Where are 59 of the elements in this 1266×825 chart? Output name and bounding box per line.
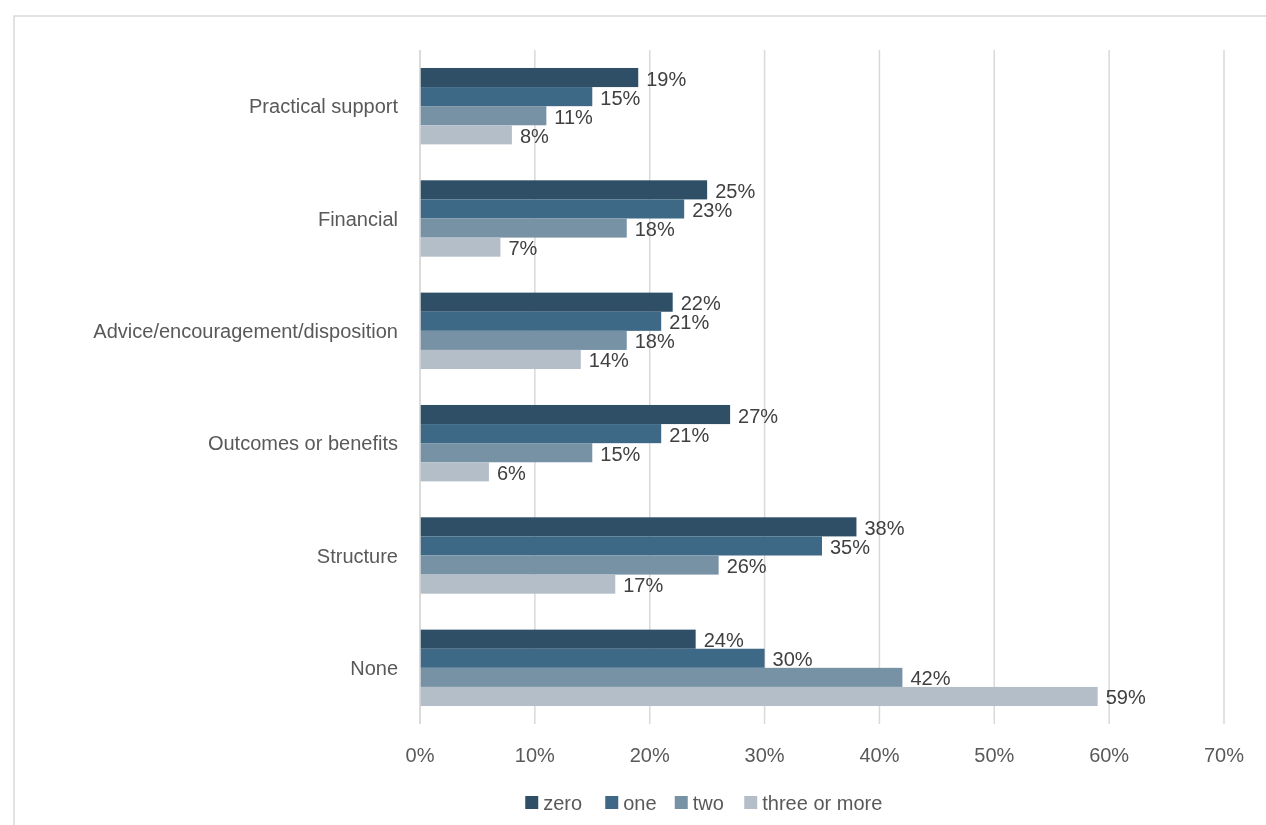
data-label: 19%: [646, 67, 687, 90]
y-tick-label: Structure: [316, 544, 398, 567]
y-tick-label: None: [350, 656, 398, 679]
bar: [420, 180, 708, 200]
data-label: 21%: [669, 423, 710, 446]
legend-label: one: [623, 792, 657, 814]
data-label: 14%: [588, 349, 630, 372]
data-label: 15%: [600, 86, 641, 109]
y-tick-label: Outcomes or benefits: [207, 432, 398, 455]
bar: [420, 125, 512, 145]
data-label: 17%: [623, 574, 664, 597]
x-tick-label: 60%: [1089, 744, 1130, 766]
bar: [420, 536, 822, 556]
x-tick-label: 20%: [629, 744, 670, 766]
x-tick-label: 70%: [1203, 744, 1245, 766]
legend-label: zero: [543, 792, 583, 814]
data-label: 24%: [703, 629, 744, 652]
data-label: 11%: [554, 105, 594, 128]
legend-label: two: [692, 792, 724, 814]
data-label: 15%: [600, 442, 641, 465]
bar: [420, 292, 673, 312]
y-tick-label: Financial: [317, 207, 398, 230]
bar: [420, 462, 489, 482]
bar: [420, 648, 765, 668]
bar: [420, 311, 662, 331]
x-tick-label: 40%: [859, 744, 900, 766]
data-label: 8%: [519, 124, 550, 147]
y-tick-label: Advice/encouragement/disposition: [93, 319, 398, 342]
x-tick-label: 10%: [514, 744, 556, 766]
bar: [420, 87, 593, 107]
bar: [420, 349, 581, 370]
bar: [420, 218, 627, 238]
bar: [420, 574, 616, 594]
bar: [420, 237, 501, 257]
bar: [420, 686, 1098, 707]
data-label: 42%: [910, 667, 951, 690]
legend-label: three or more: [762, 792, 883, 814]
y-tick-label: Practical support: [249, 95, 399, 118]
data-label: 7%: [508, 237, 538, 260]
x-tick-label: 50%: [974, 744, 1015, 766]
bar: [420, 67, 639, 88]
data-label: 59%: [1105, 686, 1146, 709]
data-label: 30%: [772, 648, 813, 671]
bar: [420, 106, 547, 126]
bar: [420, 555, 719, 575]
x-tick-label: 30%: [744, 744, 785, 766]
bar: [420, 424, 662, 444]
bar: [420, 404, 731, 425]
bar: [420, 517, 857, 537]
data-label: 27%: [738, 404, 779, 427]
data-label: 6%: [496, 461, 527, 484]
x-tick-label: 0%: [405, 744, 435, 766]
bar: [420, 199, 685, 219]
data-label: 26%: [726, 555, 767, 578]
data-label: 18%: [634, 218, 675, 241]
bar: [420, 443, 593, 463]
bar: [420, 330, 627, 350]
bar: [420, 667, 903, 687]
bar: [420, 629, 696, 649]
